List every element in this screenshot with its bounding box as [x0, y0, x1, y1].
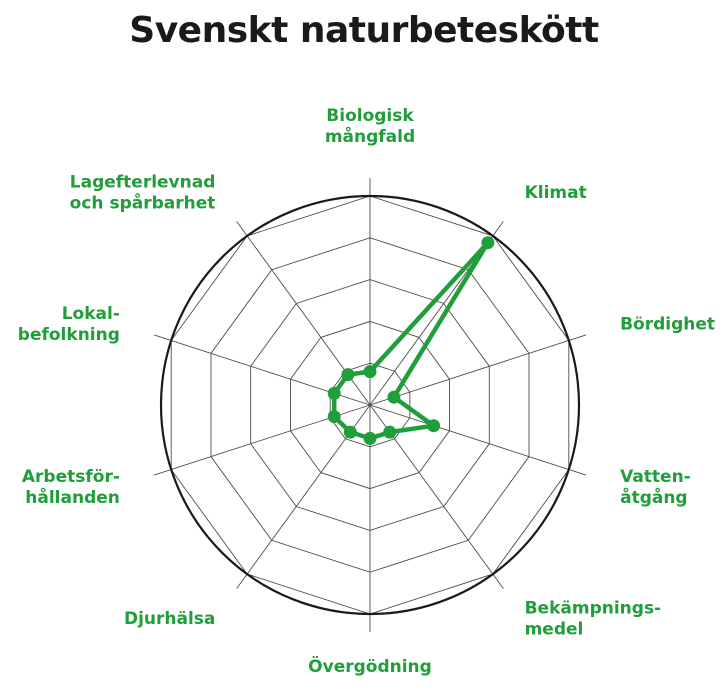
- axis-label-line: Lokal-: [62, 304, 120, 324]
- data-point: [363, 431, 377, 445]
- data-point: [383, 425, 397, 439]
- spoke-line: [369, 404, 587, 476]
- axis-label-line: Arbetsför-: [22, 467, 120, 487]
- axis-label: Lagefterlevnad och spårbarhet: [70, 173, 216, 214]
- axis-label: Klimat: [525, 183, 587, 203]
- data-point: [481, 236, 495, 250]
- axis-label-line: befolkning: [18, 325, 120, 345]
- grid-ring: [210, 237, 530, 573]
- grid-layer: [153, 178, 587, 632]
- axis-label: Biologisk mångfald: [325, 106, 415, 147]
- chart-title: Svenskt naturbeteskött: [129, 10, 599, 51]
- axis-label: Arbetsför-hållanden: [22, 467, 120, 508]
- axis-label: Lokal-befolkning: [18, 304, 120, 345]
- spoke-line: [369, 334, 587, 406]
- data-point: [327, 386, 341, 400]
- outer-boundary-circle: [159, 194, 581, 616]
- data-point: [363, 365, 377, 379]
- axis-label-line: mångfald: [325, 125, 415, 147]
- axis-label: Övergödning: [308, 655, 432, 677]
- axis-label-line: Bördighet: [620, 315, 715, 335]
- axis-label-line: Klimat: [525, 183, 587, 203]
- axis-label: Djurhälsa: [124, 609, 215, 629]
- axis-label-layer: Biologisk mångfald Klimat Bördighet Vatten-å…: [18, 106, 715, 677]
- axis-label-line: Lagefterlevnad: [70, 173, 216, 193]
- axis-label-line: Övergödning: [308, 655, 432, 677]
- axis-label: Bördighet: [620, 315, 715, 335]
- grid-ring: [290, 320, 450, 490]
- axis-label-line: Vatten-: [620, 467, 691, 487]
- grid-ring: [329, 362, 411, 448]
- axis-label-line: Biologisk: [326, 106, 414, 126]
- data-point: [387, 390, 401, 404]
- axis-label: Bekämpnings-medel: [525, 598, 662, 639]
- data-point: [327, 410, 341, 424]
- axis-label-line: Bekämpnings-: [525, 598, 662, 618]
- axis-label-line: medel: [525, 619, 584, 639]
- axis-label-line: Djurhälsa: [124, 609, 215, 629]
- grid-ring: [250, 279, 490, 531]
- data-point: [341, 368, 355, 382]
- axis-label-line: och spårbarhet: [70, 192, 216, 214]
- data-point: [343, 425, 357, 439]
- axis-label: Vatten-åtgång: [620, 467, 691, 508]
- axis-label-line: åtgång: [620, 486, 688, 508]
- series-layer: [327, 236, 495, 445]
- axis-label-line: hållanden: [25, 486, 120, 508]
- data-point: [427, 419, 441, 433]
